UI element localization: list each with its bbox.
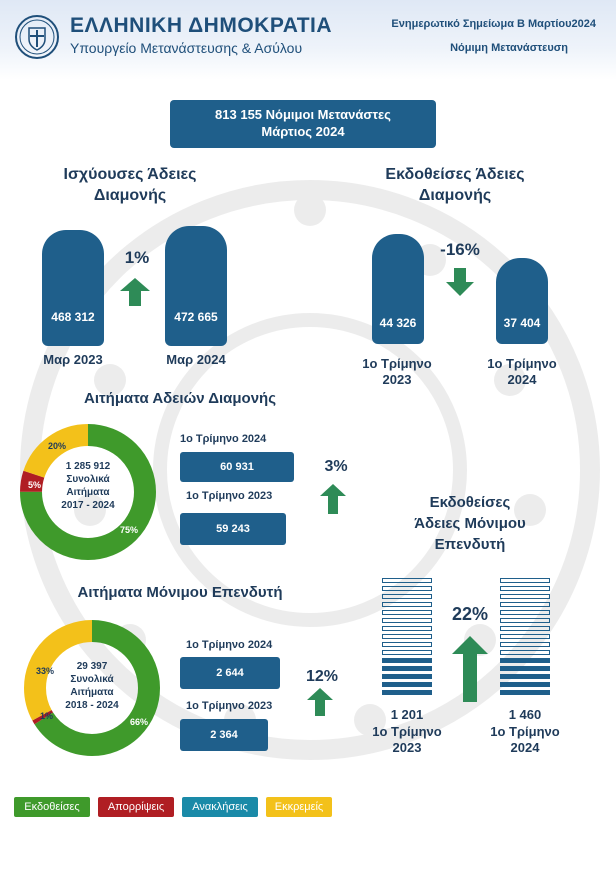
issued-permits-2023-label: 1ο Τρίμηνο 2023 xyxy=(352,356,442,388)
issued-permits-title-line1: Εκδοθείσες Άδειες xyxy=(385,166,525,183)
valid-permits-2024-pill: 472 665 xyxy=(165,226,227,346)
arrow-up-icon xyxy=(320,484,346,514)
valid-permits-title: Ισχύουσες Άδειες Διαμονής xyxy=(20,164,240,206)
investor-donut-line4: 2018 - 2024 xyxy=(65,700,119,711)
investor-2023-value: 1 201 xyxy=(390,707,424,722)
investor-q1-2024-label: 1ο Τρίμηνο 2024 xyxy=(186,639,273,651)
issued-permits-title: Εκδοθείσες Άδειες Διαμονής xyxy=(360,164,550,206)
residence-donut-center: 1 285 912 Συνολικά Αιτήματα 2017 - 2024 xyxy=(48,460,128,512)
banner-line-2: Μάρτιος 2024 xyxy=(261,124,345,139)
investor-2023-label-1: 1ο Τρίμηνο xyxy=(372,724,442,739)
greek-emblem-icon xyxy=(14,14,60,60)
residence-pct-issued: 75% xyxy=(120,525,139,535)
investor-2024-value: 1 460 xyxy=(508,707,542,722)
residence-pct-rejected: 5% xyxy=(28,480,42,490)
investor-stack-2023 xyxy=(382,578,432,698)
investor-q1-2024-bar: 2 644 xyxy=(180,657,280,689)
residence-pct-pending: 20% xyxy=(48,441,67,451)
residence-applications-title: Αιτήματα Αδειών Διαμονής xyxy=(83,390,277,407)
investor-donut-total: 29 397 xyxy=(76,661,108,672)
valid-permits-change: 1% xyxy=(124,248,150,267)
investor-applications-donut xyxy=(24,620,160,756)
valid-permits-title-line2: Διαμονής xyxy=(93,187,167,204)
residence-change: 3% xyxy=(324,458,348,475)
valid-permits-2024-value: 472 665 xyxy=(174,310,218,324)
arrow-up-icon xyxy=(452,636,488,702)
investor-donut-center: 29 397 Συνολικά Αιτήματα 2018 - 2024 xyxy=(52,660,132,712)
investor-permits-title-line1: Εκδοθείσες xyxy=(429,494,511,511)
summary-banner: 813 155 Νόμιμοι Μετανάστες Μάρτιος 2024 xyxy=(170,100,436,148)
investor-2024-label-2: 2024 xyxy=(510,740,540,755)
arrow-up-icon xyxy=(120,278,150,306)
issued-permits-2024-label-2: 2024 xyxy=(507,372,537,387)
issued-permits-title-line2: Διαμονής xyxy=(418,187,492,204)
legend-revoked: Ανακλήσεις xyxy=(182,797,258,817)
investor-permits-title: Εκδοθείσες Άδειες Μόνιμου Επενδυτή xyxy=(390,492,550,555)
investor-2024-label: 1ο Τρίμηνο 2024 xyxy=(480,724,570,756)
valid-permits-2023-label: Μαρ 2023 xyxy=(43,352,103,367)
investor-applications-title: Αιτήματα Μόνιμου Επενδυτή xyxy=(77,584,283,601)
investor-stack-2024 xyxy=(500,578,550,698)
issued-permits-2023-value: 44 326 xyxy=(379,316,417,330)
investor-permits-title-line3: Επενδυτή xyxy=(434,536,506,553)
investor-applications-change: 12% xyxy=(305,668,339,685)
investor-2023-label: 1ο Τρίμηνο 2023 xyxy=(362,724,452,756)
valid-permits-2023-value: 468 312 xyxy=(51,310,95,324)
valid-permits-2024-label: Μαρ 2024 xyxy=(166,352,226,367)
investor-q1-2023-label: 1ο Τρίμηνο 2023 xyxy=(186,700,273,712)
investor-2024-label-1: 1ο Τρίμηνο xyxy=(490,724,560,739)
ministry-name: Υπουργείο Μετανάστευσης & Ασύλου xyxy=(70,40,303,56)
valid-permits-title-line1: Ισχύουσες Άδειες xyxy=(63,166,197,183)
issued-permits-2023-label-2: 2023 xyxy=(382,372,412,387)
residence-q1-2024-label: 1ο Τρίμηνο 2024 xyxy=(180,433,267,445)
issued-permits-2023-label-1: 1ο Τρίμηνο xyxy=(362,356,432,371)
issued-permits-2024-label-1: 1ο Τρίμηνο xyxy=(487,356,557,371)
investor-donut-line3: Αιτήματα xyxy=(70,687,114,698)
residence-donut-line3: Αιτήματα xyxy=(66,487,110,498)
residence-donut-total: 1 285 912 xyxy=(65,461,111,472)
residence-q1-2023-label: 1ο Τρίμηνο 2023 xyxy=(186,490,273,502)
investor-permits-title-line2: Άδειες Μόνιμου xyxy=(414,515,526,532)
legend-pending: Εκκρεμείς xyxy=(266,797,332,817)
investor-pct-pending: 33% xyxy=(36,666,55,676)
residence-q1-2024-bar: 60 931 xyxy=(180,452,294,482)
arrow-down-icon xyxy=(446,268,474,296)
investor-2023-label-2: 2023 xyxy=(392,740,422,755)
legend-issued: Εκδοθείσες xyxy=(14,797,90,817)
investor-permits-change: 22% xyxy=(451,604,489,624)
legend-rejected: Απορρίψεις xyxy=(98,797,174,817)
bulletin-title: Ενημερωτικό Σημείωμα Β Μαρτίου2024 xyxy=(391,18,596,30)
residence-donut-line2: Συνολικά xyxy=(66,474,110,485)
banner-line-1: 813 155 Νόμιμοι Μετανάστες xyxy=(215,107,391,122)
issued-permits-2023-pill: 44 326 xyxy=(372,234,424,344)
issued-permits-2024-label: 1ο Τρίμηνο 2024 xyxy=(477,356,567,388)
investor-donut-line2: Συνολικά xyxy=(70,674,114,685)
issued-permits-2024-value: 37 404 xyxy=(503,316,541,330)
investor-pct-issued: 66% xyxy=(130,717,149,727)
issued-permits-change: -16% xyxy=(440,240,480,259)
residence-donut-line4: 2017 - 2024 xyxy=(61,500,115,511)
investor-pct-rejected: 1% xyxy=(40,711,54,721)
org-title: ΕΛΛΗΝΙΚΗ ΔΗΜΟΚΡΑΤΙΑ xyxy=(70,14,333,37)
bulletin-subject: Νόμιμη Μετανάστευση xyxy=(450,42,568,54)
valid-permits-2023-pill: 468 312 xyxy=(42,230,104,346)
issued-permits-2024-pill: 37 404 xyxy=(496,258,548,344)
arrow-up-icon xyxy=(307,688,333,716)
header-band xyxy=(0,0,616,80)
investor-q1-2023-bar: 2 364 xyxy=(180,719,268,751)
residence-applications-donut xyxy=(20,424,156,560)
residence-q1-2023-bar: 59 243 xyxy=(180,513,286,545)
